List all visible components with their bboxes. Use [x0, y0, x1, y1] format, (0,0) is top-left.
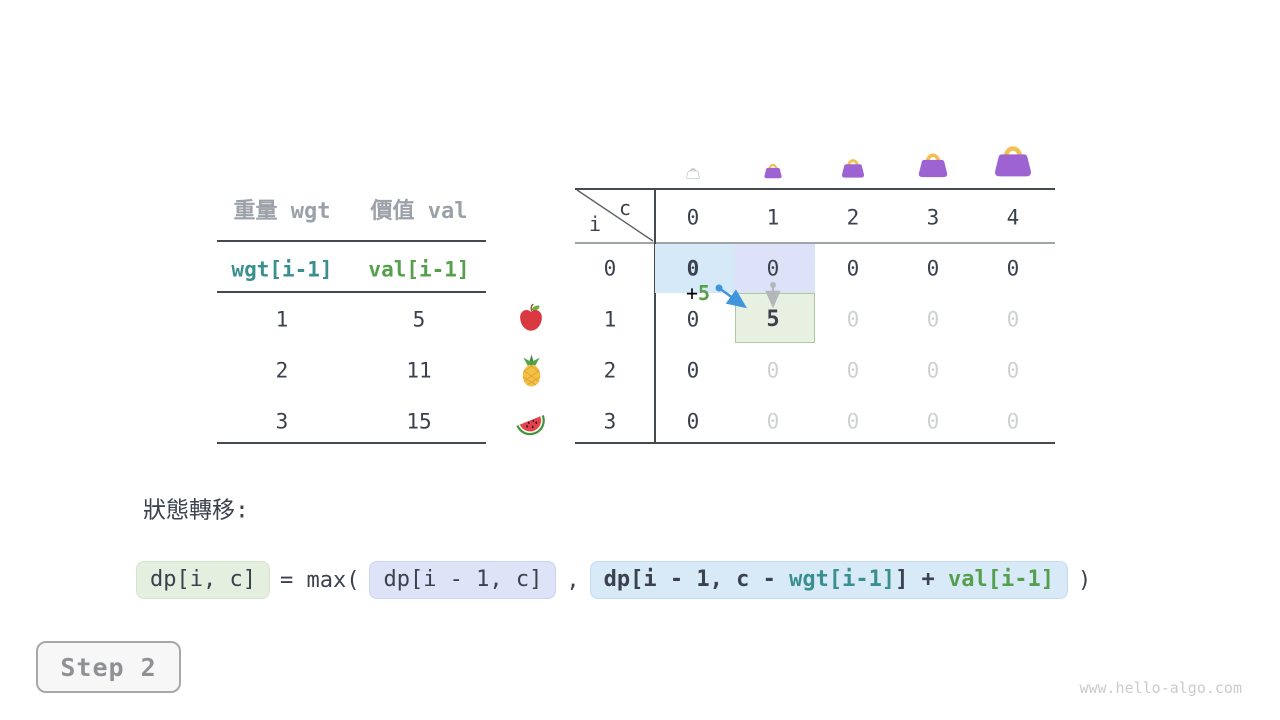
dp-col-header-0: 0 [686, 205, 700, 230]
dp-table-vertical-rule [654, 188, 656, 444]
annotation-plus: + [685, 281, 698, 305]
bag-capacity-4-icon [990, 138, 1036, 180]
item-1-value: 5 [412, 307, 426, 332]
dp-col-header-2: 2 [846, 205, 860, 230]
plus-value-annotation: +5 [686, 283, 710, 303]
dp-table-bottom-rule [575, 442, 1055, 444]
formula-arg2-mid: ] + [895, 567, 949, 592]
dp-row-header-0: 0 [603, 256, 617, 281]
formula-arg1-box: dp[i - 1, c] [369, 561, 557, 600]
items-table-mid-rule [217, 291, 486, 293]
dp-cell-r1-c4: 0 [1006, 307, 1020, 332]
dp-cell-r3-c4: 0 [1006, 409, 1020, 434]
dp-col-header-1: 1 [766, 205, 780, 230]
dp-col-header-3: 3 [926, 205, 940, 230]
dp-cell-r1-c1: 5 [766, 307, 780, 332]
item-3-weight: 3 [275, 409, 289, 434]
dp-cell-r2-c1: 0 [766, 358, 780, 383]
item-1-weight: 1 [275, 307, 289, 332]
state-transition-formula: dp[i, c] = max( dp[i - 1, c] , dp[i - 1,… [136, 561, 1101, 600]
corner-col-label: c [618, 196, 632, 220]
dp-cell-r3-c3: 0 [926, 409, 940, 434]
dp-col-header-4: 4 [1006, 205, 1020, 230]
dp-cell-r2-c2: 0 [846, 358, 860, 383]
bag-capacity-2-icon [839, 154, 867, 180]
dp-row-header-2: 2 [603, 358, 617, 383]
empty-bag-icon [685, 165, 701, 180]
dp-cell-r2-c4: 0 [1006, 358, 1020, 383]
items-var-val: val[i-1] [368, 257, 470, 282]
item-2-weight: 2 [275, 358, 289, 383]
corner-row-label: i [588, 212, 602, 236]
formula-arg2-prefix: dp[i - 1, c - [603, 567, 790, 592]
items-var-wgt: wgt[i-1] [231, 257, 333, 282]
dp-cell-r2-c3: 0 [926, 358, 940, 383]
dp-cell-r1-c0: 0 [686, 307, 700, 332]
dp-table-top-rule [575, 188, 1055, 190]
dp-header-underline [575, 242, 1055, 244]
dp-cell-r2-c0: 0 [686, 358, 700, 383]
bag-capacity-1-icon [762, 160, 784, 180]
step-badge: Step 2 [36, 641, 181, 693]
dp-cell-r1-c2: 0 [846, 307, 860, 332]
dp-cell-r0-c0: 0 [686, 256, 700, 281]
bag-capacity-3-icon [915, 147, 951, 180]
formula-lhs-box: dp[i, c] [136, 561, 270, 600]
formula-comma: , [566, 567, 580, 593]
items-col-header-value: 價值 val [370, 199, 468, 224]
formula-arg2-box: dp[i - 1, c - wgt[i-1]] + val[i-1] [589, 561, 1069, 600]
dp-cell-r3-c0: 0 [686, 409, 700, 434]
dp-row-header-3: 3 [603, 409, 617, 434]
annotation-value: 5 [698, 281, 711, 305]
dp-cell-r3-c1: 0 [766, 409, 780, 434]
items-table-bottom-rule [217, 442, 486, 444]
items-table-top-rule [217, 240, 486, 242]
item-2-value: 11 [406, 358, 432, 383]
item-3-value: 15 [406, 409, 432, 434]
dp-cell-r3-c2: 0 [846, 409, 860, 434]
formula-arg2-wgt: wgt[i-1] [789, 567, 896, 592]
state-transition-label: 狀態轉移: [143, 497, 249, 524]
formula-equals-max: = max( [279, 567, 360, 593]
dp-row-header-1: 1 [603, 307, 617, 332]
watermark: www.hello-algo.com [1079, 679, 1242, 697]
formula-arg2-val: val[i-1] [948, 567, 1055, 592]
apple-icon [516, 303, 546, 333]
dp-cell-r1-c3: 0 [926, 307, 940, 332]
items-col-header-weight: 重量 wgt [233, 199, 331, 224]
formula-closing-paren: ) [1078, 567, 1092, 593]
watermelon-icon [513, 404, 548, 439]
step-badge-label: Step 2 [60, 652, 157, 682]
dp-cell-r0-c4: 0 [1006, 256, 1020, 281]
dp-cell-r0-c3: 0 [926, 256, 940, 281]
dp-cell-r0-c2: 0 [846, 256, 860, 281]
pineapple-icon [515, 354, 548, 387]
dp-cell-r0-c1: 0 [766, 256, 780, 281]
